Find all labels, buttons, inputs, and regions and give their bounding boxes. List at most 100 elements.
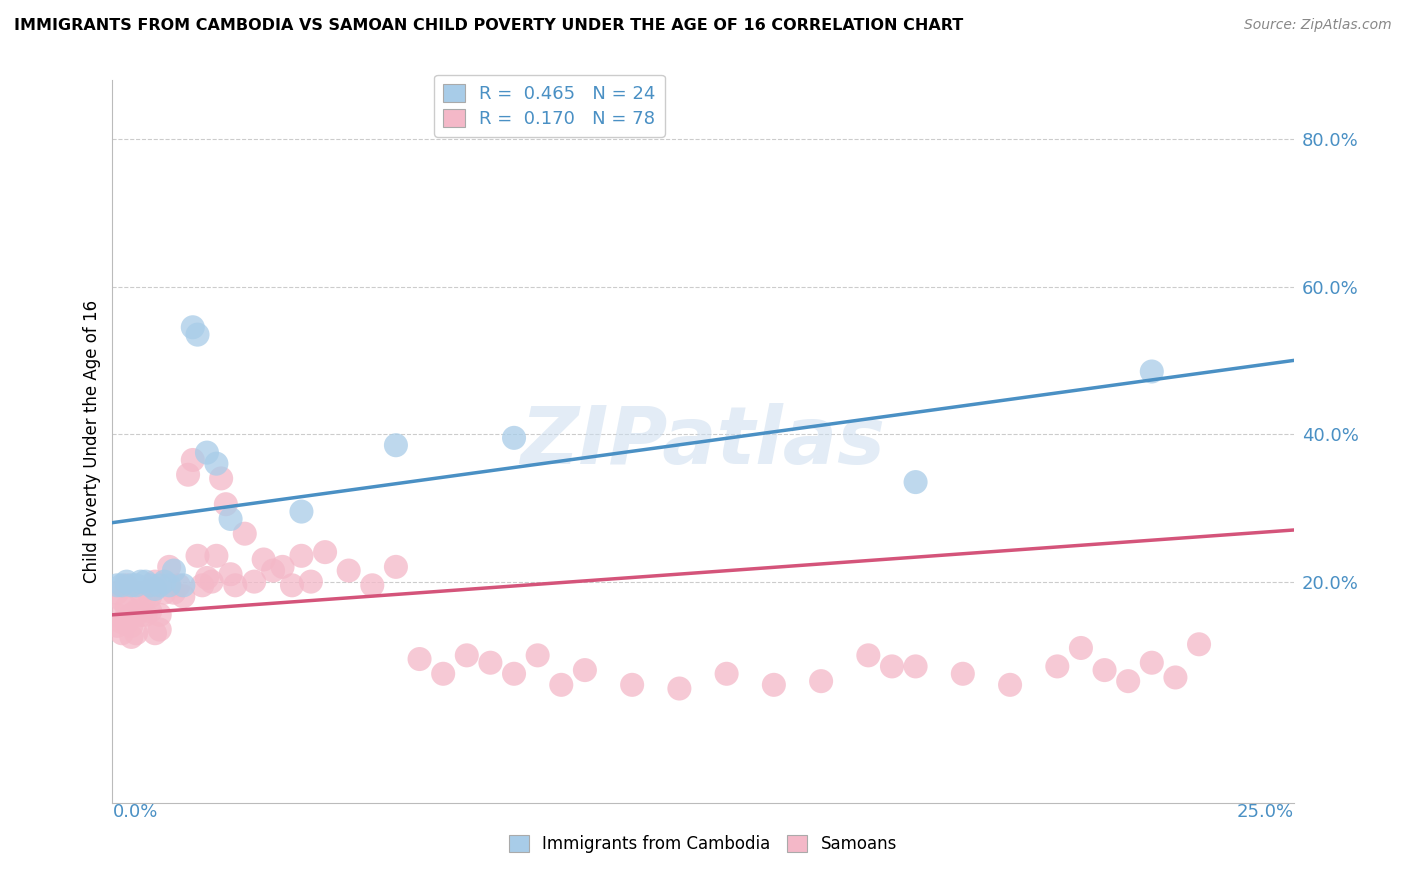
Point bbox=[120, 578, 142, 592]
Point bbox=[115, 574, 138, 589]
Point bbox=[149, 578, 172, 592]
Point bbox=[904, 475, 927, 489]
Point bbox=[432, 666, 454, 681]
Point bbox=[271, 560, 294, 574]
Point bbox=[299, 574, 322, 589]
Point bbox=[205, 549, 228, 563]
Point bbox=[243, 574, 266, 589]
Text: 25.0%: 25.0% bbox=[1236, 803, 1294, 821]
Point bbox=[139, 590, 162, 604]
Point bbox=[998, 678, 1021, 692]
Point bbox=[219, 567, 242, 582]
Point bbox=[177, 467, 200, 482]
Point bbox=[167, 578, 190, 592]
Point bbox=[479, 656, 502, 670]
Point bbox=[125, 626, 148, 640]
Point bbox=[1164, 670, 1187, 684]
Point bbox=[1094, 663, 1116, 677]
Y-axis label: Child Poverty Under the Age of 16: Child Poverty Under the Age of 16 bbox=[83, 300, 101, 583]
Point bbox=[125, 607, 148, 622]
Point bbox=[224, 578, 246, 592]
Point bbox=[1188, 637, 1211, 651]
Point bbox=[858, 648, 880, 663]
Point bbox=[337, 564, 360, 578]
Point bbox=[233, 526, 256, 541]
Point bbox=[503, 431, 526, 445]
Point bbox=[181, 320, 204, 334]
Point bbox=[526, 648, 548, 663]
Point bbox=[503, 666, 526, 681]
Point bbox=[125, 578, 148, 592]
Point bbox=[880, 659, 903, 673]
Point bbox=[125, 604, 148, 618]
Legend: Immigrants from Cambodia, Samoans: Immigrants from Cambodia, Samoans bbox=[502, 828, 904, 860]
Point bbox=[163, 585, 186, 599]
Point bbox=[120, 607, 142, 622]
Point bbox=[385, 438, 408, 452]
Text: 0.0%: 0.0% bbox=[112, 803, 157, 821]
Point bbox=[186, 549, 208, 563]
Point bbox=[1116, 674, 1139, 689]
Point bbox=[129, 574, 152, 589]
Point bbox=[361, 578, 384, 592]
Point bbox=[172, 578, 194, 592]
Point bbox=[219, 512, 242, 526]
Point bbox=[115, 600, 138, 615]
Point bbox=[143, 582, 166, 596]
Point bbox=[1046, 659, 1069, 673]
Point bbox=[253, 552, 276, 566]
Point bbox=[135, 590, 157, 604]
Point bbox=[115, 578, 138, 592]
Point bbox=[143, 574, 166, 589]
Point bbox=[120, 630, 142, 644]
Point bbox=[153, 574, 176, 589]
Point bbox=[105, 619, 128, 633]
Point bbox=[281, 578, 304, 592]
Point bbox=[904, 659, 927, 673]
Point bbox=[129, 585, 152, 599]
Point bbox=[550, 678, 572, 692]
Point bbox=[143, 626, 166, 640]
Point bbox=[120, 619, 142, 633]
Point bbox=[456, 648, 478, 663]
Point bbox=[115, 615, 138, 630]
Point bbox=[129, 607, 152, 622]
Point bbox=[668, 681, 690, 696]
Point bbox=[153, 585, 176, 599]
Point bbox=[195, 571, 218, 585]
Point bbox=[105, 585, 128, 599]
Text: ZIPatlas: ZIPatlas bbox=[520, 402, 886, 481]
Point bbox=[149, 623, 172, 637]
Point bbox=[314, 545, 336, 559]
Point bbox=[262, 564, 284, 578]
Point bbox=[139, 578, 162, 592]
Point bbox=[290, 505, 312, 519]
Point bbox=[163, 564, 186, 578]
Point bbox=[135, 607, 157, 622]
Point bbox=[135, 574, 157, 589]
Point bbox=[139, 604, 162, 618]
Point bbox=[195, 445, 218, 459]
Point bbox=[209, 471, 232, 485]
Point bbox=[574, 663, 596, 677]
Point bbox=[385, 560, 408, 574]
Point bbox=[1140, 364, 1163, 378]
Point bbox=[810, 674, 832, 689]
Text: Source: ZipAtlas.com: Source: ZipAtlas.com bbox=[1244, 18, 1392, 32]
Point bbox=[111, 615, 134, 630]
Point bbox=[952, 666, 974, 681]
Point bbox=[716, 666, 738, 681]
Point bbox=[157, 578, 180, 592]
Point bbox=[172, 590, 194, 604]
Point bbox=[157, 560, 180, 574]
Point bbox=[105, 607, 128, 622]
Point bbox=[762, 678, 785, 692]
Point bbox=[1070, 640, 1092, 655]
Point bbox=[191, 578, 214, 592]
Point bbox=[111, 578, 134, 592]
Point bbox=[215, 497, 238, 511]
Point bbox=[149, 607, 172, 622]
Point bbox=[408, 652, 430, 666]
Point bbox=[181, 453, 204, 467]
Point bbox=[186, 327, 208, 342]
